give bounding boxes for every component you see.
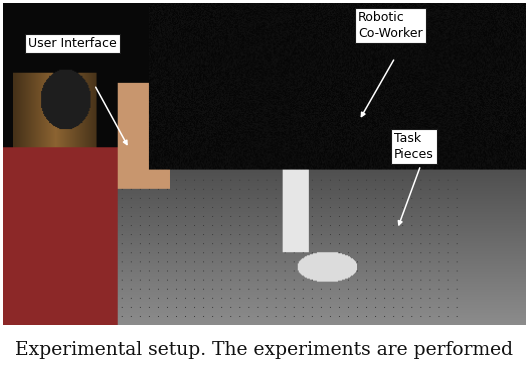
Text: User Interface: User Interface	[28, 37, 117, 50]
Text: Task
Pieces: Task Pieces	[394, 132, 433, 161]
Text: Robotic
Co-Worker: Robotic Co-Worker	[358, 11, 423, 40]
Text: Experimental setup. The experiments are performed: Experimental setup. The experiments are …	[15, 341, 513, 359]
